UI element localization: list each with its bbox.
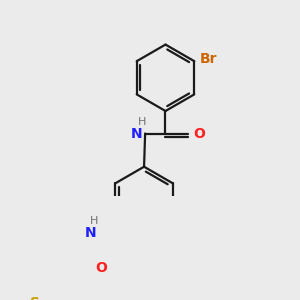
- Text: H: H: [138, 116, 146, 127]
- Text: O: O: [193, 127, 205, 140]
- Text: Br: Br: [200, 52, 217, 66]
- Text: N: N: [84, 226, 96, 240]
- Text: N: N: [130, 127, 142, 140]
- Text: H: H: [90, 216, 99, 226]
- Text: O: O: [95, 261, 107, 275]
- Text: S: S: [30, 296, 40, 300]
